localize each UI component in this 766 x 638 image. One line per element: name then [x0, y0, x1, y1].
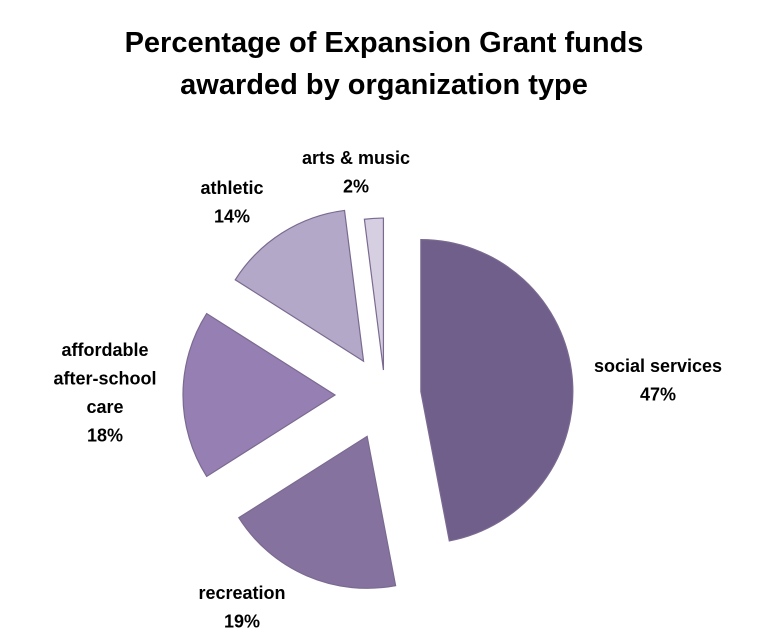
pie-label-value: 14% [214, 207, 250, 227]
pie-label-arts-and-music: arts & music 2% [302, 148, 410, 197]
pie-label-name: arts & music [302, 148, 410, 168]
pie-label-social-services: social services 47% [594, 356, 722, 405]
pie-label-value: 19% [224, 612, 260, 632]
chart-title-line-1: Percentage of Expansion Grant funds [125, 27, 644, 59]
pie-slice-arts-and-music [363, 217, 385, 371]
pie-label-value: 18% [87, 426, 123, 446]
pie-label-athletic: athletic 14% [200, 178, 263, 227]
pie-slice-social-services [420, 239, 574, 542]
pie-slice-recreation [237, 435, 397, 589]
pie-label-name: athletic [200, 178, 263, 198]
pie-label-recreation: recreation 19% [198, 583, 285, 632]
pie-label-affordable-after-school-care: affordable after-school care 18% [53, 340, 156, 446]
pie-slice-athletic [234, 209, 365, 363]
pie-label-value: 47% [640, 385, 676, 405]
pie-label-name: recreation [198, 583, 285, 603]
pie-labels: social services 47% recreation 19% affordabl… [53, 148, 722, 632]
pie-label-name: social services [594, 356, 722, 376]
pie-label-name: care [86, 397, 123, 417]
pie-label-name: affordable [61, 340, 148, 360]
chart-title-line-2: awarded by organization type [180, 69, 588, 101]
pie-label-name: after-school [53, 369, 156, 389]
pie-slice-affordable-after-school-care [182, 312, 337, 478]
pie-label-value: 2% [343, 177, 369, 197]
pie-slices [182, 209, 574, 589]
